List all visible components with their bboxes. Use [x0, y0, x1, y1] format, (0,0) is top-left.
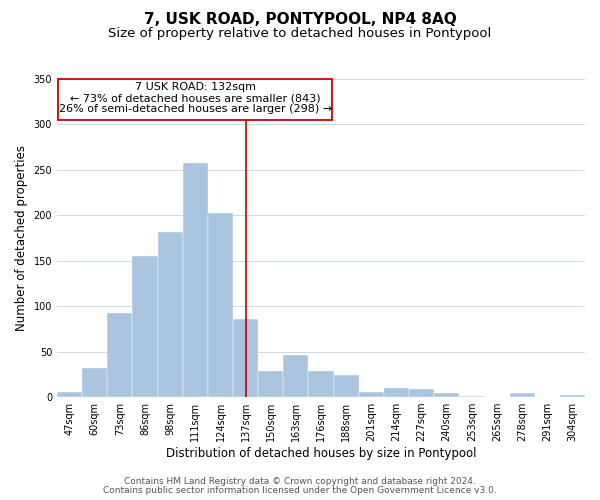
- Bar: [459, 396, 484, 397]
- X-axis label: Distribution of detached houses by size in Pontypool: Distribution of detached houses by size …: [166, 447, 476, 460]
- Text: 26% of semi-detached houses are larger (298) →: 26% of semi-detached houses are larger (…: [59, 104, 332, 114]
- Text: Contains public sector information licensed under the Open Government Licence v3: Contains public sector information licen…: [103, 486, 497, 495]
- Text: 7 USK ROAD: 132sqm: 7 USK ROAD: 132sqm: [135, 82, 256, 92]
- Bar: [208, 212, 233, 397]
- Text: Contains HM Land Registry data © Crown copyright and database right 2024.: Contains HM Land Registry data © Crown c…: [124, 477, 476, 486]
- Bar: [384, 388, 409, 397]
- Text: Size of property relative to detached houses in Pontypool: Size of property relative to detached ho…: [109, 28, 491, 40]
- Bar: [57, 392, 82, 397]
- Bar: [283, 356, 308, 397]
- FancyBboxPatch shape: [58, 79, 332, 120]
- Bar: [258, 370, 283, 397]
- Bar: [107, 312, 133, 397]
- Bar: [158, 232, 183, 397]
- Bar: [82, 368, 107, 397]
- Bar: [359, 392, 384, 397]
- Bar: [308, 370, 334, 397]
- Bar: [409, 389, 434, 397]
- Text: 7, USK ROAD, PONTYPOOL, NP4 8AQ: 7, USK ROAD, PONTYPOOL, NP4 8AQ: [143, 12, 457, 28]
- Bar: [509, 394, 535, 397]
- Bar: [133, 256, 158, 397]
- Bar: [334, 376, 359, 397]
- Bar: [560, 396, 585, 397]
- Bar: [233, 319, 258, 397]
- Bar: [183, 162, 208, 397]
- Text: ← 73% of detached houses are smaller (843): ← 73% of detached houses are smaller (84…: [70, 93, 320, 103]
- Bar: [434, 394, 459, 397]
- Y-axis label: Number of detached properties: Number of detached properties: [15, 145, 28, 331]
